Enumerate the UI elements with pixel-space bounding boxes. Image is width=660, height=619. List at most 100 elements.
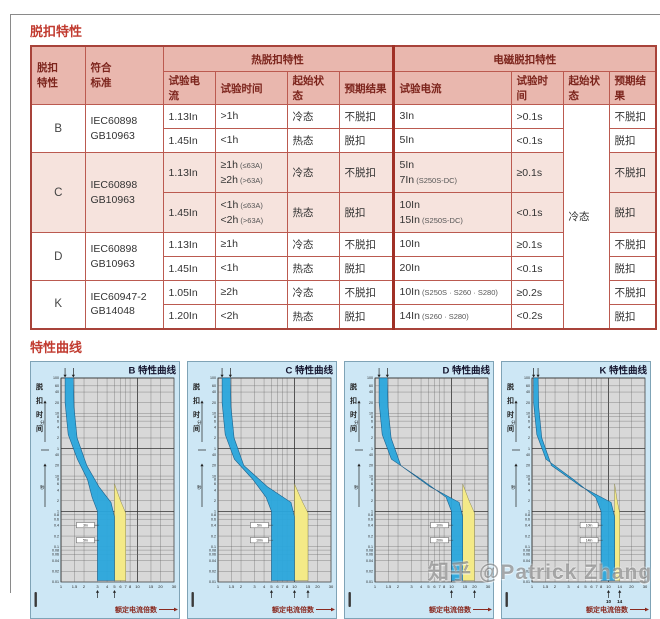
cell-thermal-time: >1h: [214, 104, 288, 129]
svg-text:0.8: 0.8: [211, 513, 216, 517]
svg-text:20: 20: [526, 400, 530, 404]
svg-text:0.04: 0.04: [366, 558, 373, 562]
header-sub-7: 预期结果: [608, 71, 657, 105]
x-axis-arrow-icon: [488, 607, 492, 611]
curve-annotation-label: 5In: [257, 523, 262, 527]
svg-text:15: 15: [306, 584, 311, 589]
svg-text:0.01: 0.01: [523, 580, 530, 584]
cell-magnetic-result: 不脱扣: [608, 280, 657, 305]
y-tick-labels: 1006040201086421402010864210.80.60.40.20…: [523, 376, 530, 584]
svg-text:2: 2: [528, 498, 530, 502]
svg-text:0.01: 0.01: [366, 580, 373, 584]
svg-text:6: 6: [590, 584, 593, 589]
svg-text:10: 10: [369, 474, 373, 478]
svg-text:20: 20: [158, 584, 163, 589]
cell-magnetic-time: <0.1s: [510, 192, 564, 233]
header-sub-3: 预期结果: [338, 71, 394, 105]
chart-panel-K: K 特性曲线脱扣时间 100 60 40 20 10 8 6 4 2 1 40 20 10 8 6 4 2 1 0.8…: [501, 360, 651, 619]
table-row-K-2: 1.20In <2h 热态 脱扣 14In (S260 · S280) <0.2s 脱扣: [31, 304, 657, 329]
cell-magnetic-current: 3In: [391, 104, 512, 129]
svg-text:6: 6: [57, 419, 59, 423]
chart-side-code-mark: [34, 591, 37, 607]
svg-text:6: 6: [276, 584, 279, 589]
cell-standard-C: IEC60898 GB10963: [84, 152, 164, 233]
svg-text:2: 2: [554, 584, 557, 589]
cell-thermal-state: 冷态: [286, 104, 340, 129]
content-frame: [10, 14, 660, 593]
svg-text:1: 1: [60, 584, 63, 589]
trip-curve-chart-C: C 特性曲线脱扣时间1006040201086421402010864210.8…: [191, 364, 335, 614]
svg-text:40: 40: [369, 453, 373, 457]
cell-thermal-state: 热态: [286, 128, 340, 153]
curve-annotation-box: [430, 536, 449, 543]
svg-text:3: 3: [96, 584, 99, 589]
x-tick-labels: 1 1.5 2 3 4 5 6 7 8 10 15 20 30: [60, 584, 177, 589]
unit-seconds: 秒: [40, 484, 45, 491]
svg-text:0.2: 0.2: [368, 534, 373, 538]
svg-text:10: 10: [55, 411, 59, 415]
svg-text:15: 15: [149, 584, 154, 589]
trip-limit-mark-label: 10: [606, 599, 612, 604]
cell-thermal-result: 不脱扣: [338, 152, 394, 193]
svg-text:4: 4: [214, 488, 216, 492]
svg-text:1: 1: [528, 509, 530, 513]
curve-annotation-label: 20In: [436, 538, 443, 542]
y-axis-label-char: 间: [193, 424, 200, 433]
unit-seconds: 秒: [197, 484, 202, 491]
header-sub-4: 试验电流: [391, 71, 512, 105]
unit-minutes: 分: [354, 419, 359, 426]
svg-text:1: 1: [57, 509, 59, 513]
curve-annotation-box: [76, 521, 95, 528]
cell-thermal-result: 脱扣: [338, 192, 394, 233]
svg-text:60: 60: [212, 384, 216, 388]
y-axis-label-char: 脱: [193, 382, 200, 391]
svg-text:0.01: 0.01: [209, 580, 216, 584]
y-tick-labels: 1006040201086421402010864210.80.60.40.20…: [209, 376, 216, 584]
svg-text:8: 8: [371, 477, 373, 481]
curve-annotation-label: 14In: [586, 538, 593, 542]
svg-text:10: 10: [526, 411, 530, 415]
x-axis-arrow-icon: [645, 607, 649, 611]
cell-thermal-result: 脱扣: [338, 256, 394, 281]
unit-minutes: 分: [511, 419, 516, 426]
svg-text:10: 10: [369, 411, 373, 415]
svg-text:40: 40: [55, 390, 59, 394]
y-axis-label-char: 扣: [507, 396, 514, 405]
y-axis-label-char: 时: [350, 410, 357, 419]
cell-magnetic-result: 脱扣: [608, 256, 657, 281]
chart-title-K: K 特性曲线: [599, 364, 647, 376]
svg-text:20: 20: [212, 400, 216, 404]
svg-text:1: 1: [531, 584, 534, 589]
svg-text:30: 30: [486, 584, 491, 589]
header-sub-6: 起始状态: [562, 71, 610, 105]
chart-title-C: C 特性曲线: [285, 364, 333, 376]
y-axis-label-char: 时: [36, 410, 43, 419]
cell-magnetic-result: 脱扣: [608, 128, 657, 153]
svg-text:15: 15: [463, 584, 468, 589]
x-tick-labels: 1 1.5 2 3 4 5 6 7 8 10 14 20 30: [531, 584, 648, 589]
svg-text:6: 6: [371, 419, 373, 423]
svg-text:20: 20: [369, 463, 373, 467]
x-tick-labels: 1 1.5 2 3 4 5 6 7 8 10 15 20 30: [374, 584, 491, 589]
svg-text:30: 30: [329, 584, 334, 589]
svg-text:6: 6: [371, 482, 373, 486]
svg-text:4: 4: [371, 488, 373, 492]
table-row-C-1: C IEC60898 GB10963 1.13In ≥1h (≤63A) ≥2h (>63…: [30, 152, 657, 233]
cell-thermal-result: 脱扣: [338, 304, 394, 329]
svg-text:0.2: 0.2: [54, 534, 59, 538]
svg-text:7: 7: [439, 584, 442, 589]
svg-text:10: 10: [606, 584, 611, 589]
svg-text:20: 20: [315, 584, 320, 589]
svg-text:10: 10: [212, 474, 216, 478]
cell-trip-class-B: B: [30, 104, 86, 153]
x-axis-arrow-icon: [174, 607, 178, 611]
unit-minutes: 分: [40, 419, 45, 426]
svg-text:4: 4: [263, 584, 266, 589]
svg-text:0.1: 0.1: [368, 544, 373, 548]
svg-text:0.02: 0.02: [366, 569, 373, 573]
cell-thermal-current: 1.05In: [162, 280, 216, 305]
cell-magnetic-time: ≥0.1s: [510, 152, 564, 193]
svg-text:2: 2: [240, 584, 243, 589]
svg-text:6: 6: [528, 419, 530, 423]
header-trip-class: 脱扣 特性: [30, 45, 86, 105]
